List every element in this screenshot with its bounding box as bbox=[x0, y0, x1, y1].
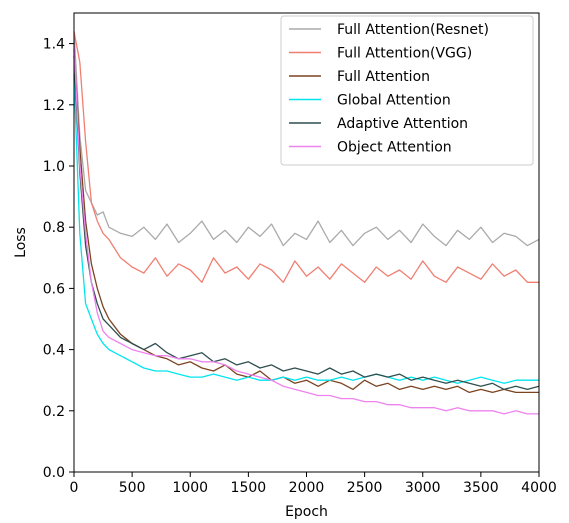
y-tick-label: 0.8 bbox=[43, 220, 65, 236]
x-tick-label: 0 bbox=[70, 480, 79, 496]
x-tick-label: 3000 bbox=[405, 480, 441, 496]
y-tick-label: 0.6 bbox=[43, 281, 65, 297]
y-tick-label: 0.2 bbox=[43, 404, 65, 420]
ticks-layer: 0 500 1000 1500 2000 2500 3000 3500 4000 0.0 0.2 0.… bbox=[43, 37, 557, 496]
x-tick-label: 3500 bbox=[463, 480, 499, 496]
y-tick-label: 1.0 bbox=[43, 159, 65, 175]
legend: Full Attention(Resnet) Full Attention(VGG… bbox=[280, 15, 534, 166]
series-line-full-attention-resnet bbox=[73, 31, 540, 247]
series-line-adaptive-attention bbox=[73, 55, 540, 391]
x-tick-label: 2500 bbox=[347, 480, 383, 496]
legend-box bbox=[280, 15, 534, 166]
series-layer bbox=[73, 31, 540, 415]
series-line-global-attention bbox=[73, 74, 539, 384]
series-line-full-attention-vgg bbox=[73, 31, 539, 283]
x-axis-label: Epoch bbox=[285, 504, 328, 520]
legend-label: Full Attention(VGG) bbox=[337, 46, 472, 62]
y-tick-label: 0.0 bbox=[43, 465, 65, 481]
legend-label: Global Attention bbox=[337, 93, 451, 109]
legend-label: Object Attention bbox=[337, 140, 452, 156]
series-line-full-attention bbox=[73, 49, 539, 394]
y-axis-label: Loss bbox=[13, 227, 29, 258]
series-line-object-attention bbox=[73, 43, 539, 415]
x-tick-label: 2000 bbox=[289, 480, 325, 496]
y-tick-label: 1.2 bbox=[43, 98, 65, 114]
legend-label: Full Attention(Resnet) bbox=[337, 22, 489, 38]
x-tick-label: 500 bbox=[119, 480, 146, 496]
x-tick-label: 1000 bbox=[172, 480, 208, 496]
legend-label: Full Attention bbox=[337, 69, 430, 85]
y-tick-label: 1.4 bbox=[43, 37, 65, 53]
legend-label: Adaptive Attention bbox=[337, 116, 468, 132]
x-tick-label: 1500 bbox=[231, 480, 267, 496]
y-tick-label: 0.4 bbox=[43, 343, 65, 359]
x-tick-label: 4000 bbox=[521, 480, 557, 496]
